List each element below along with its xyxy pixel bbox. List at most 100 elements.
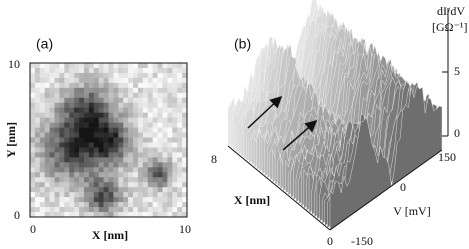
map-pixel (54, 82, 60, 89)
map-pixel (83, 182, 90, 188)
x-axis-label: X [nm] (92, 228, 128, 242)
map-pixel (133, 63, 139, 69)
map-pixel (147, 82, 153, 89)
map-pixel (152, 182, 158, 188)
map-pixel (113, 63, 119, 69)
map-pixel (118, 187, 124, 193)
map-pixel (39, 117, 46, 123)
map-pixel (69, 182, 75, 188)
map-pixel (30, 137, 36, 143)
map-pixel (30, 207, 36, 213)
map-pixel (49, 212, 55, 218)
map-pixel (128, 192, 134, 198)
map-pixel (123, 87, 129, 94)
map-pixel (44, 77, 50, 84)
map-pixel (93, 82, 99, 89)
map-pixel (108, 212, 114, 218)
map-pixel (49, 82, 55, 89)
map-pixel (137, 132, 144, 138)
map-pixel (113, 212, 119, 218)
map-pixel (137, 112, 144, 118)
map-pixel (34, 212, 41, 218)
map-pixel (39, 182, 46, 188)
map-pixel (167, 142, 173, 148)
map-pixel (59, 122, 65, 128)
map-pixel (157, 142, 163, 148)
map-pixel (103, 207, 109, 213)
map-pixel (49, 197, 55, 203)
map-pixel (128, 207, 134, 213)
map-pixel (142, 112, 149, 118)
map-pixel (59, 102, 65, 109)
map-pixel (88, 63, 95, 69)
y-tick-label: 0 (14, 208, 20, 222)
map-pixel (167, 87, 173, 94)
map-pixel (103, 132, 109, 138)
map-pixel (83, 122, 90, 128)
map-pixel (39, 92, 46, 99)
map-pixel (79, 132, 85, 138)
map-pixel (118, 197, 124, 203)
map-pixel (152, 67, 158, 74)
map-pixel (162, 167, 168, 173)
map-pixel (64, 112, 70, 118)
map-pixel (123, 212, 129, 218)
map-pixel (177, 102, 183, 109)
map-pixel (88, 202, 95, 208)
map-pixel (88, 212, 95, 218)
map-pixel (142, 77, 149, 84)
map-pixel (83, 67, 90, 74)
map-pixel (59, 212, 65, 218)
map-pixel (54, 137, 60, 143)
map-pixel (142, 72, 149, 79)
map-pixel (54, 112, 60, 118)
map-pixel (54, 107, 60, 113)
map-pixel (157, 197, 163, 203)
map-pixel (113, 182, 119, 188)
map-pixel (152, 102, 158, 109)
map-pixel (64, 67, 70, 74)
map-pixel (162, 87, 168, 94)
map-pixel (39, 112, 46, 118)
map-pixel (88, 112, 95, 118)
map-pixel (137, 107, 144, 113)
map-pixel (133, 67, 139, 74)
map-pixel (34, 187, 41, 193)
map-pixel (152, 63, 158, 69)
map-pixel (147, 67, 153, 74)
map-pixel (147, 102, 153, 109)
map-pixel (39, 107, 46, 113)
map-pixel (172, 212, 178, 218)
map-pixel (133, 82, 139, 89)
map-pixel (30, 127, 36, 133)
map-pixel (59, 117, 65, 123)
map-pixel (93, 202, 99, 208)
map-pixel (152, 127, 158, 133)
map-pixel (44, 137, 50, 143)
map-pixel (54, 127, 60, 133)
map-pixel (79, 182, 85, 188)
map-pixel (64, 127, 70, 133)
map-pixel (172, 192, 178, 198)
map-pixel (157, 102, 163, 109)
map-pixel (172, 147, 178, 153)
map-pixel (172, 107, 178, 113)
map-pixel (177, 212, 183, 218)
map-pixel (142, 157, 149, 163)
map-pixel (137, 202, 144, 208)
map-pixel (147, 202, 153, 208)
map-pixel (79, 82, 85, 89)
map-pixel (133, 152, 139, 158)
map-pixel (142, 87, 149, 94)
map-pixel (147, 167, 153, 173)
map-pixel (88, 92, 95, 99)
map-pixel (79, 137, 85, 143)
map-pixel (182, 63, 188, 69)
map-pixel (44, 182, 50, 188)
map-pixel (162, 63, 168, 69)
map-pixel (123, 67, 129, 74)
map-pixel (157, 167, 163, 173)
map-pixel (133, 142, 139, 148)
map-pixel (34, 132, 41, 138)
map-pixel (152, 212, 158, 218)
